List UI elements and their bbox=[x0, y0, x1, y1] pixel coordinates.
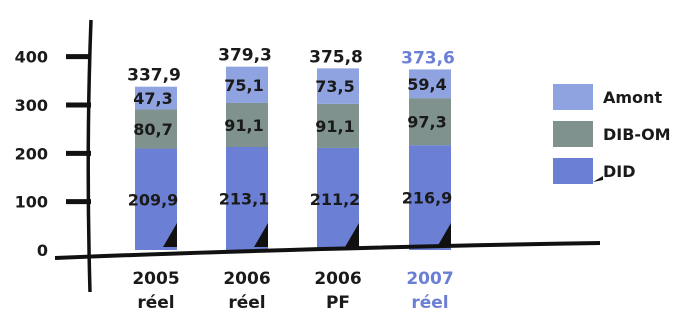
x-tick-label: 2006 bbox=[314, 269, 361, 289]
x-tick-label: 2006 bbox=[223, 269, 270, 289]
bar-segment-dib-om bbox=[135, 109, 177, 149]
legend-swatch bbox=[553, 121, 593, 147]
legend-swatch bbox=[553, 84, 593, 110]
bar-shadow-decoration bbox=[163, 223, 177, 247]
y-tick-label: 200 bbox=[15, 144, 48, 163]
legend-decoration bbox=[593, 176, 603, 182]
bar-segment-dib-om bbox=[409, 98, 451, 146]
legend-swatch bbox=[553, 158, 593, 184]
bar-segment-amont bbox=[226, 66, 268, 103]
data-label: 91,1 bbox=[315, 117, 354, 136]
x-axis bbox=[54, 241, 601, 260]
bar-shadow-decoration bbox=[437, 223, 451, 247]
bar-shadow-decoration bbox=[345, 223, 359, 247]
bar-shadow-decoration bbox=[254, 223, 268, 247]
data-label: 211,2 bbox=[310, 190, 361, 209]
total-label: 337,9 bbox=[127, 66, 181, 86]
bar-segment-amont bbox=[135, 86, 177, 110]
data-label: 59,4 bbox=[407, 75, 446, 94]
data-label: 209,9 bbox=[128, 190, 179, 209]
bar-segment-dib-om bbox=[317, 103, 359, 148]
data-label: 91,1 bbox=[224, 116, 263, 135]
total-label: 379,3 bbox=[218, 46, 272, 66]
legend-label: DIB-OM bbox=[603, 125, 671, 144]
bar-segment-did bbox=[135, 148, 177, 250]
data-label: 97,3 bbox=[407, 113, 446, 132]
y-tick-label: 300 bbox=[15, 96, 48, 115]
data-label: 216,9 bbox=[402, 189, 453, 208]
legend-label: DID bbox=[603, 162, 636, 181]
x-tick-label: réel bbox=[228, 293, 265, 313]
bar-segment-amont bbox=[409, 69, 451, 99]
y-tick-label: 100 bbox=[15, 193, 48, 212]
x-tick-label: réel bbox=[137, 293, 174, 313]
bar-segment-amont bbox=[317, 68, 359, 104]
data-label: 80,7 bbox=[133, 120, 172, 139]
total-label: 375,8 bbox=[309, 47, 363, 67]
x-tick-label: 2005 bbox=[132, 269, 179, 289]
y-axis bbox=[86, 19, 93, 293]
data-label: 47,3 bbox=[133, 89, 172, 108]
y-tick-label: 0 bbox=[37, 241, 48, 260]
y-tick-label: 400 bbox=[15, 48, 48, 67]
data-label: 73,5 bbox=[315, 77, 354, 96]
total-label: 373,6 bbox=[401, 48, 455, 68]
bar-segment-dib-om bbox=[226, 102, 268, 148]
bar-segment-did bbox=[409, 145, 451, 250]
x-tick-label: PF bbox=[326, 293, 350, 313]
x-tick-label: 2007 bbox=[406, 269, 453, 289]
bar-segment-did bbox=[317, 147, 359, 250]
bar-segment-did bbox=[226, 147, 268, 250]
legend-label: Amont bbox=[603, 88, 662, 107]
x-tick-label: réel bbox=[411, 293, 448, 313]
data-label: 75,1 bbox=[224, 76, 263, 95]
data-label: 213,1 bbox=[219, 190, 270, 209]
